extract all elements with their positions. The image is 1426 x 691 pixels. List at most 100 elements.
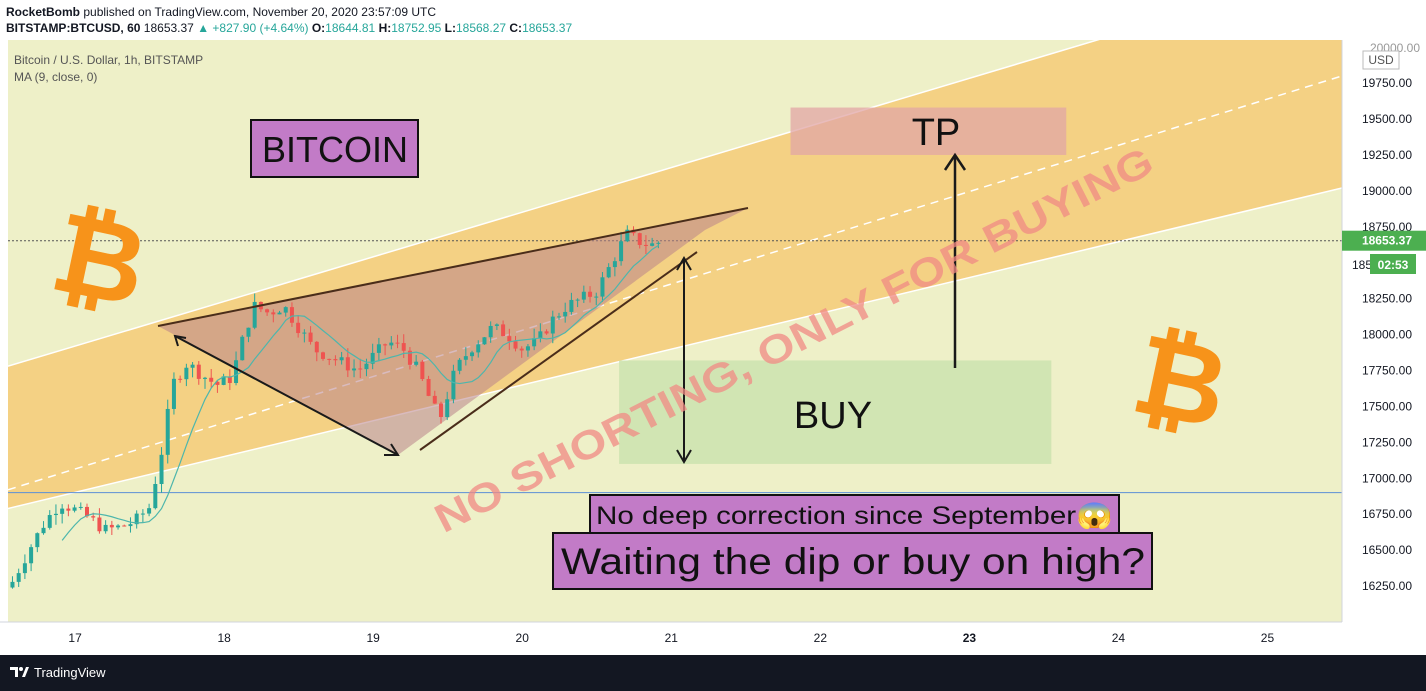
last-price-label: 18653.37	[1362, 234, 1412, 248]
candle-body	[265, 309, 270, 313]
range-arrow-head-top	[676, 256, 692, 271]
price-scale-labels: 19750.00 19500.00 19250.00 19000.00 18750.00…	[1362, 76, 1412, 593]
candle-body	[178, 378, 183, 380]
candle-body	[320, 352, 325, 359]
low-label: L:	[444, 21, 456, 35]
candle-body	[470, 352, 475, 357]
buy-zone	[619, 360, 1052, 464]
chart-header: RocketBomb published on TradingView.com,…	[0, 0, 1426, 40]
change-value: ▲ +827.90 (+4.64%)	[197, 21, 309, 35]
tradingview-brand[interactable]: TradingView	[34, 665, 106, 680]
candle-body	[619, 241, 624, 262]
candle-body	[128, 524, 133, 527]
candle-body	[159, 454, 164, 485]
candle-body	[407, 350, 412, 365]
candle-body	[252, 301, 257, 328]
candle-body	[352, 368, 357, 371]
time-tick-label: 22	[814, 631, 828, 645]
candle-body	[277, 312, 282, 315]
candle-body	[445, 399, 450, 418]
candle-body	[395, 342, 400, 344]
price-tick-label: 16500.00	[1362, 543, 1412, 557]
high-value: 18752.95	[391, 21, 442, 35]
candle-body	[215, 381, 220, 385]
candle-body	[401, 343, 406, 351]
candle-body	[209, 377, 214, 382]
wedge-upper-trendline	[157, 207, 749, 327]
candle-body	[482, 337, 487, 345]
close-label: C:	[509, 21, 523, 35]
footer-bar: TradingView	[0, 655, 1426, 691]
time-tick-label: 18	[217, 631, 231, 645]
symbol-label: BITSTAMP:BTCUSD, 60	[6, 21, 141, 35]
price-partial-label: 185	[1352, 258, 1372, 272]
close-value: 18653.37	[522, 21, 573, 35]
decline-arrow-head-start	[173, 334, 187, 347]
candle-body	[457, 359, 462, 371]
author-name[interactable]: RocketBomb	[6, 5, 81, 19]
tradingview-logo-icon	[10, 667, 29, 677]
candle-body	[283, 307, 288, 313]
candle-body	[600, 277, 605, 297]
price-scale[interactable]	[1342, 40, 1426, 622]
high-label: H:	[378, 21, 392, 35]
candle-body	[41, 527, 46, 534]
candle-body	[196, 364, 201, 379]
candle-body	[327, 358, 332, 360]
ma-line	[61, 244, 659, 541]
candle-body	[29, 547, 34, 564]
time-scale[interactable]	[0, 622, 1426, 655]
candle-body	[463, 356, 468, 360]
candle-body	[414, 361, 419, 365]
candle-body	[171, 378, 176, 409]
candle-body	[246, 327, 251, 337]
correction-label: No deep correction since September😱	[596, 502, 1113, 531]
candle-body	[650, 243, 655, 246]
question-label: Waiting the dip or buy on high?	[561, 541, 1145, 582]
symbol-ohlc: BITSTAMP:BTCUSD, 60 18653.37 ▲ +827.90 (…	[6, 21, 572, 35]
price-tick-label: 17750.00	[1362, 364, 1412, 378]
published-text: published on TradingView.com, November 2…	[80, 5, 437, 19]
candle-body	[358, 368, 363, 370]
decline-arrow-head-end	[384, 443, 400, 456]
time-scale-labels: 17 18 19 20 21 22 23 24 25	[68, 631, 1274, 645]
currency-box[interactable]	[1362, 50, 1400, 70]
candle-body	[345, 357, 350, 371]
candle-body	[637, 233, 642, 245]
price-tick-label: 19750.00	[1362, 76, 1412, 90]
candle-body	[60, 508, 65, 514]
candle-body	[66, 508, 71, 511]
candle-body	[612, 261, 617, 268]
buy-label: BUY	[794, 395, 872, 437]
candle-body	[364, 363, 369, 370]
candle-body	[91, 516, 96, 518]
candle-body	[97, 517, 102, 532]
candle-body	[72, 507, 77, 511]
candle-body	[538, 331, 543, 339]
candle-body	[333, 359, 338, 361]
price-chart[interactable]: ₿ ₿ NO SHORTING, ONLY FOR BUYING TP BUY …	[0, 40, 1426, 655]
candle-body	[426, 379, 431, 396]
candle-body	[625, 229, 630, 242]
candle-body	[289, 307, 294, 323]
candle-body	[519, 348, 524, 351]
time-tick-label: 17	[68, 631, 82, 645]
time-tick-label: 24	[1112, 631, 1126, 645]
candle-body	[550, 316, 555, 334]
candle-body	[103, 524, 108, 532]
time-tick-label: 21	[665, 631, 679, 645]
wedge-lower-trendline	[419, 251, 698, 451]
candle-body	[302, 332, 307, 334]
candle-body	[202, 377, 207, 379]
candle-body	[507, 336, 512, 342]
price-tick-label: 17000.00	[1362, 471, 1412, 485]
countdown-label: 02:53	[1378, 258, 1409, 272]
last-value: 18653.37	[143, 21, 194, 35]
candle-body	[501, 324, 506, 337]
candle-body	[53, 513, 58, 516]
price-tick-label: 17250.00	[1362, 435, 1412, 449]
candle-body	[240, 336, 245, 361]
candle-body	[190, 364, 195, 368]
price-tick-label: 17500.00	[1362, 399, 1412, 413]
price-tick-label: 19000.00	[1362, 184, 1412, 198]
